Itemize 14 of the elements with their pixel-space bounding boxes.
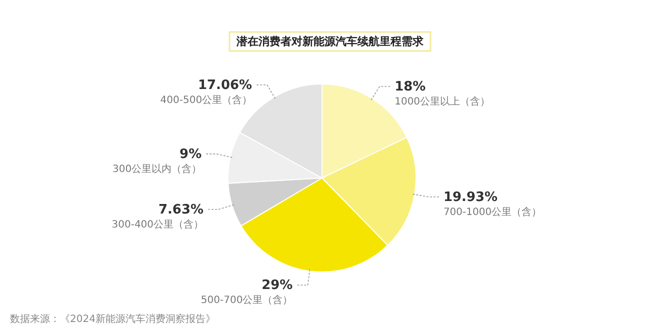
slice-label: 1000公里以上（含）: [394, 96, 490, 108]
slice-label: 500-700公里（含）: [200, 294, 293, 306]
chart-title: 潜在消费者对新能源汽车续航里程需求: [236, 35, 424, 48]
slice-label: 400-500公里（含）: [160, 94, 252, 106]
data-label: 7.63%: [158, 202, 204, 218]
source-note: 数据来源：《2024新能源汽车消费洞察报告》: [10, 313, 216, 325]
data-label: 18%: [394, 80, 426, 95]
data-label: 9%: [180, 146, 202, 162]
slice-label: 300-400公里（含）: [112, 218, 204, 230]
data-label: 17.06%: [198, 78, 252, 93]
data-label: 29%: [262, 278, 293, 294]
data-label: 19.93%: [443, 190, 498, 205]
slice-label: 700-1000公里（含）: [443, 206, 542, 218]
slice-label: 300公里以内（含）: [112, 162, 202, 175]
